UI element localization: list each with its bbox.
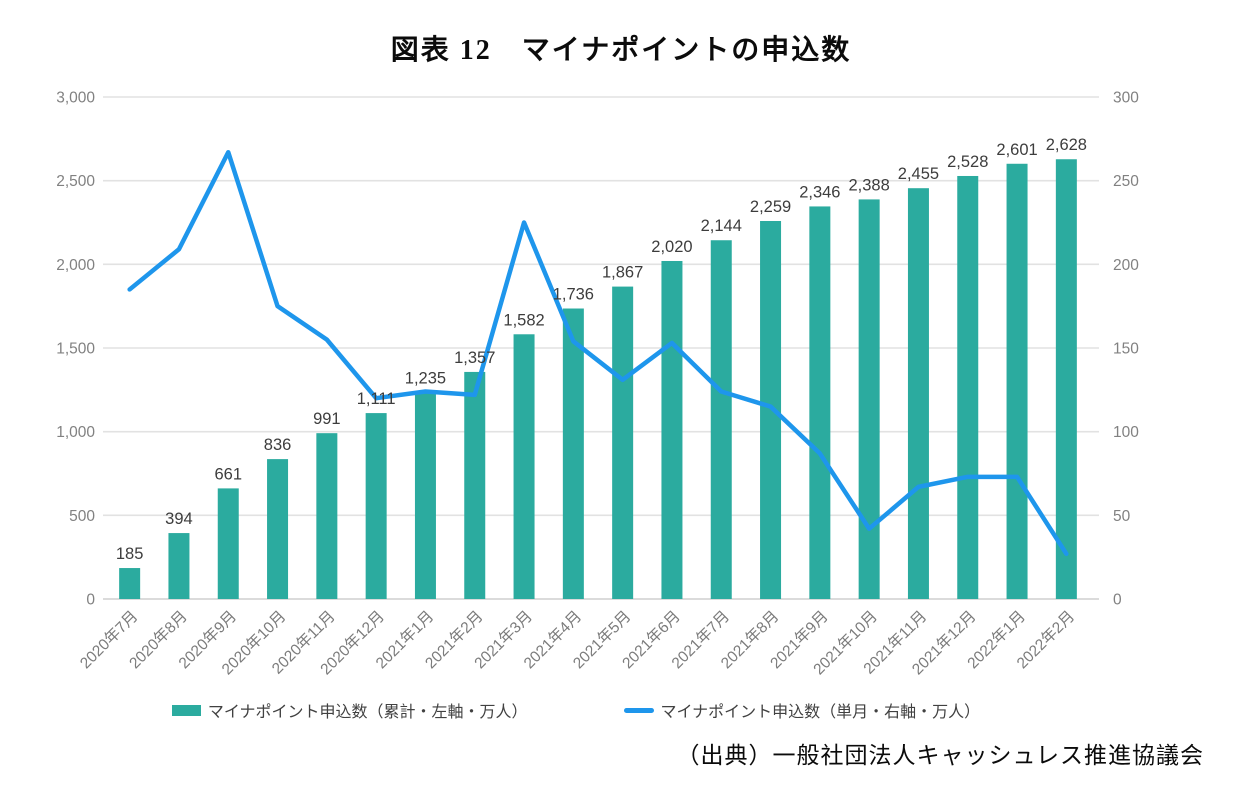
right-axis-tick-label: 50 xyxy=(1113,508,1131,525)
left-axis-tick-label: 3,000 xyxy=(56,90,95,107)
left-axis-tick-label: 500 xyxy=(69,508,95,525)
right-axis-tick-label: 150 xyxy=(1113,341,1139,358)
bar-series-swatch-icon xyxy=(171,704,201,716)
bar xyxy=(316,433,338,599)
bar-value-label: 2,144 xyxy=(701,217,742,235)
legend: マイナポイント申込数（累計・左軸・万人） マイナポイント申込数（単月・右軸・万人… xyxy=(0,698,1197,722)
bar xyxy=(907,188,929,599)
bar-value-label: 2,259 xyxy=(750,198,791,216)
legend-item-cumulative: マイナポイント申込数（累計・左軸・万人） xyxy=(171,698,528,722)
right-axis-tick-label: 250 xyxy=(1113,173,1139,190)
right-axis-tick-label: 0 xyxy=(1113,592,1122,609)
bar-value-label: 2,601 xyxy=(996,141,1037,159)
bar xyxy=(513,334,535,599)
bar xyxy=(661,260,683,599)
left-axis-tick-label: 2,000 xyxy=(56,257,95,274)
bar-value-label: 991 xyxy=(313,410,341,428)
source-caption: （出典）一般社団法人キャッシュレス推進協議会 xyxy=(676,743,1204,768)
bar xyxy=(957,175,979,599)
bar xyxy=(267,459,289,599)
legend-label-cumulative: マイナポイント申込数（累計・左軸・万人） xyxy=(207,704,528,721)
left-axis-tick-label: 2,500 xyxy=(56,173,95,190)
bar-value-label: 2,346 xyxy=(799,183,840,201)
bar xyxy=(119,568,141,599)
combo-chart: 0 0 500 50 1,000 100 1,500 150 2,000 200 2,500 250 3… xyxy=(56,90,1139,679)
chart-title: 図表 12 マイナポイントの申込数 xyxy=(390,35,852,66)
left-axis-tick-label: 1,500 xyxy=(56,341,95,358)
left-axis-tick-label: 0 xyxy=(86,592,95,609)
bar-value-label: 2,628 xyxy=(1046,136,1087,154)
bar xyxy=(858,199,880,599)
bar xyxy=(760,220,782,599)
bar xyxy=(1006,163,1028,599)
legend-item-monthly: マイナポイント申込数（単月・右軸・万人） xyxy=(623,698,981,722)
bar-value-label: 2,528 xyxy=(947,153,988,171)
bar xyxy=(365,413,387,599)
bar-value-label: 2,388 xyxy=(849,176,890,194)
bar-value-label: 1,357 xyxy=(454,349,495,367)
bar-value-label: 661 xyxy=(214,465,242,483)
bar xyxy=(809,206,831,599)
monthly-line xyxy=(127,149,1069,557)
bar-value-label: 1,111 xyxy=(357,390,396,408)
bar-value-label: 1,736 xyxy=(553,286,594,304)
bar xyxy=(1055,159,1077,600)
legend-label-monthly: マイナポイント申込数（単月・右軸・万人） xyxy=(660,704,981,721)
bar-value-label: 836 xyxy=(264,436,292,454)
bar xyxy=(710,240,732,599)
bar xyxy=(562,308,584,599)
bar-value-label: 2,455 xyxy=(898,165,939,183)
bar xyxy=(414,392,436,599)
right-axis-tick-label: 100 xyxy=(1113,424,1139,441)
bar xyxy=(217,488,239,599)
line-series-swatch-icon xyxy=(623,707,654,713)
bar-value-label: 185 xyxy=(116,545,144,563)
bar-value-label: 1,235 xyxy=(405,369,446,387)
bar-value-label: 2,020 xyxy=(651,238,692,256)
bar xyxy=(464,371,486,599)
bar xyxy=(168,533,190,599)
right-axis-tick-label: 200 xyxy=(1113,257,1139,274)
right-axis-tick-label: 300 xyxy=(1113,90,1139,107)
bar xyxy=(612,286,634,599)
bar-value-label: 394 xyxy=(165,510,193,528)
bar-value-label: 1,582 xyxy=(503,311,544,329)
left-axis-tick-label: 1,000 xyxy=(56,424,95,441)
bar-value-label: 1,867 xyxy=(602,264,643,282)
